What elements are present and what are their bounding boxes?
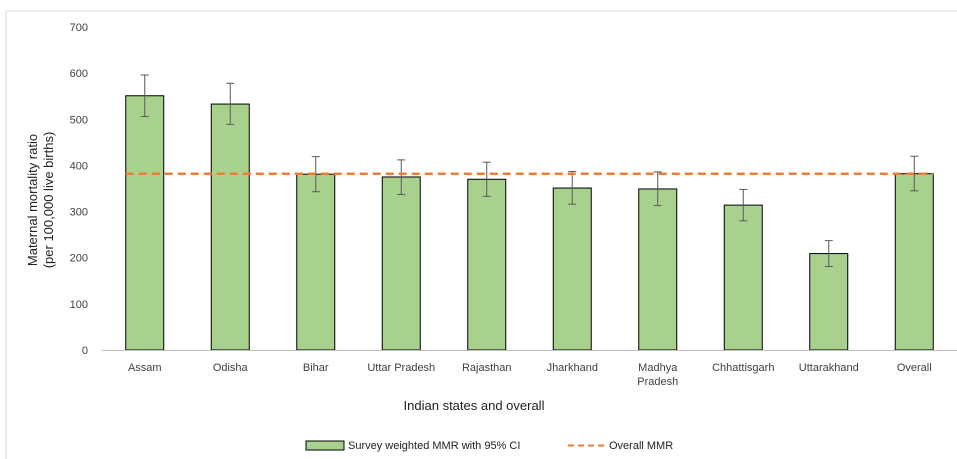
y-tick-label: 200	[70, 253, 88, 265]
x-tick-label: Uttar Pradesh	[367, 362, 435, 374]
x-tick-label: Odisha	[213, 362, 249, 374]
bar	[552, 187, 592, 351]
x-tick-label: Madhya Pradesh	[637, 362, 678, 388]
bar	[381, 176, 421, 351]
x-axis-tick-labels: Assam Odisha Bihar Uttar Pradesh Rajasthan Jh…	[128, 362, 932, 388]
error-bars-group	[140, 74, 919, 267]
y-tick-label: 400	[70, 160, 88, 172]
y-tick-label: 500	[70, 114, 88, 126]
bar	[723, 204, 763, 351]
y-tick-label: 700	[70, 22, 88, 34]
x-tick-label: Assam	[128, 362, 162, 374]
y-axis: 0 100 200 300 400 500 600 700	[70, 22, 88, 357]
bar	[125, 95, 165, 351]
legend-swatch-bars	[305, 440, 345, 451]
y-tick-label: 300	[70, 207, 88, 219]
legend-label-bars: Survey weighted MMR with 95% CI	[348, 440, 520, 452]
bar	[809, 253, 849, 351]
bar	[210, 103, 250, 351]
bar	[894, 173, 934, 351]
x-tick-label: Uttarakhand	[799, 362, 859, 374]
bar	[467, 178, 507, 351]
y-axis-title-line2: (per 100,000 live births)	[41, 132, 56, 269]
legend: Survey weighted MMR with 95% CI Overall …	[305, 440, 673, 452]
x-tick-label: Overall	[897, 362, 932, 374]
x-tick-label: Rajasthan	[462, 362, 512, 374]
y-axis-title-line1: Maternal mortality ratio	[25, 134, 40, 266]
x-tick-label: Chhattisgarh	[712, 362, 774, 374]
legend-label-reference-line: Overall MMR	[609, 440, 673, 452]
x-tick-label: Jharkhand	[547, 362, 598, 374]
y-tick-label: 600	[70, 68, 88, 80]
bars-group	[125, 95, 934, 351]
x-tick-label: Bihar	[303, 362, 329, 374]
x-axis-title: Indian states and overall	[404, 398, 545, 413]
bar	[638, 188, 678, 351]
y-tick-label: 100	[70, 299, 88, 311]
y-tick-label: 0	[82, 345, 88, 357]
bar	[296, 173, 336, 351]
